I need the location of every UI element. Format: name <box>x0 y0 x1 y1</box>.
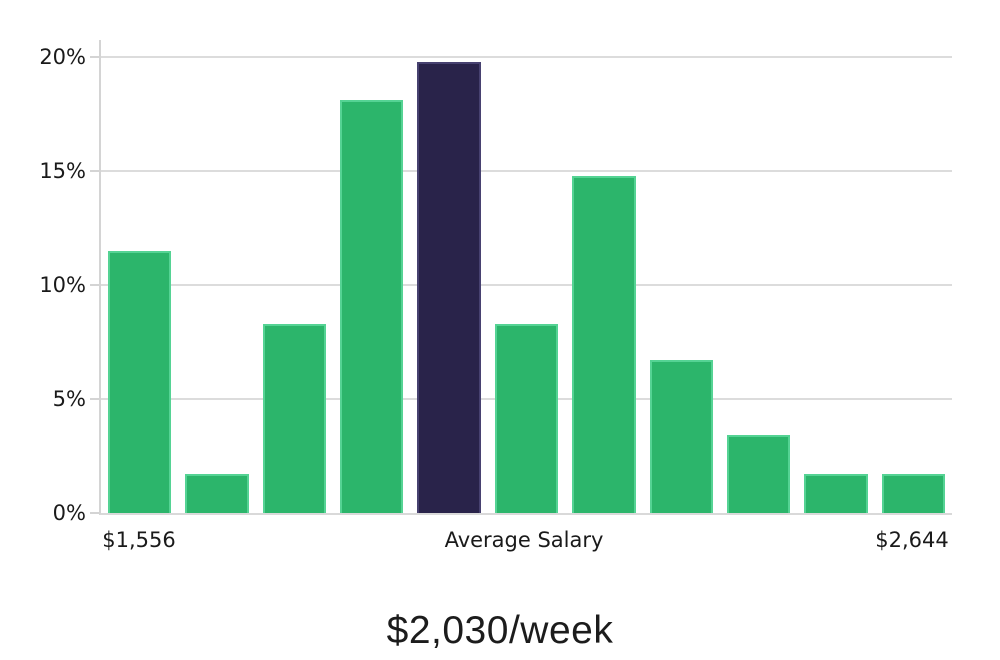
y-axis-tick-15% <box>90 170 99 172</box>
gridline-15% <box>101 170 952 172</box>
y-axis-label-5%: 5% <box>52 387 86 411</box>
x-axis-label-average-salary: Average Salary <box>444 528 604 552</box>
y-axis-label-15%: 15% <box>39 159 86 183</box>
histogram-bar <box>881 474 945 513</box>
histogram-bar <box>572 175 636 513</box>
y-axis-label-10%: 10% <box>39 273 86 297</box>
x-axis-label-max: $2,644 <box>875 528 949 552</box>
plot-area <box>90 40 952 515</box>
y-axis-tick-5% <box>90 398 99 400</box>
gridline-10% <box>101 284 952 286</box>
y-axis-tick-20% <box>90 56 99 58</box>
average-salary-caption: $2,030/week <box>386 609 614 652</box>
histogram-bar <box>262 323 327 513</box>
histogram-bar <box>107 250 172 513</box>
histogram-bar-average-highlight <box>417 61 481 513</box>
y-axis-label-20%: 20% <box>39 45 86 69</box>
histogram-bar <box>726 435 791 513</box>
y-axis-tick-10% <box>90 284 99 286</box>
histogram-bar <box>649 360 713 513</box>
histogram-bar <box>804 474 868 513</box>
gridline-20% <box>101 56 952 58</box>
histogram-bar <box>340 100 404 513</box>
x-axis-label-min: $1,556 <box>102 528 176 552</box>
y-axis-tick-0% <box>90 512 99 514</box>
histogram-bar <box>185 474 249 513</box>
histogram-bar <box>494 323 559 513</box>
y-axis-label-0%: 0% <box>52 501 86 525</box>
